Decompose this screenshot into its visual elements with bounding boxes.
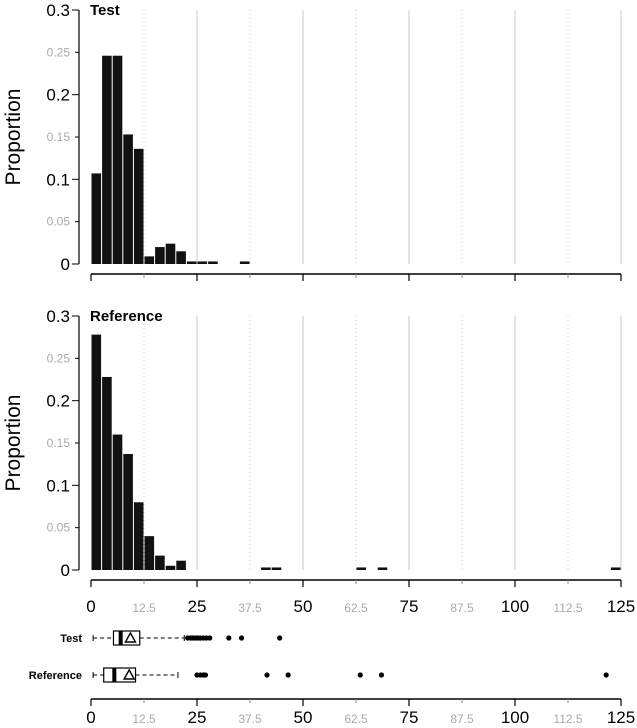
- boxplot-x-minor-tick-label: 12.5: [132, 712, 156, 726]
- reference-y-tick-label: 0.25: [47, 351, 71, 365]
- reference-x-minor-tick-label: 62.5: [344, 601, 368, 615]
- boxplot-x-tick-label: 100: [501, 708, 529, 727]
- histogram-bar: [377, 567, 388, 570]
- histogram-bar: [144, 256, 155, 264]
- histogram-bar: [123, 134, 133, 264]
- reference-x-minor-tick-label: 12.5: [132, 601, 156, 615]
- reference-x-tick-label: 50: [294, 597, 313, 616]
- test-panel-title: Test: [90, 2, 120, 19]
- outlier-point: [238, 635, 245, 641]
- boxplot-x-minor-tick-label: 62.5: [344, 712, 368, 726]
- histogram-bar: [155, 555, 165, 570]
- iqr-box: [112, 630, 141, 646]
- outlier-point: [264, 672, 270, 678]
- reference-y-tick-label: 0.3: [46, 307, 70, 326]
- histogram-bar: [144, 536, 155, 570]
- reference-y-tick-label: 0: [61, 561, 70, 580]
- histogram-bar: [176, 251, 186, 264]
- histogram-bar: [165, 243, 176, 264]
- mean-marker: [124, 631, 137, 643]
- histogram-bar: [91, 173, 102, 264]
- histogram-bar: [112, 55, 123, 264]
- histogram-bar: [186, 261, 197, 264]
- histogram-bar: [91, 334, 102, 570]
- test-histogram-panel: 0 0.05 0.1 0.15 0.2 0.25 0.3 Proportion Test: [2, 1, 622, 281]
- outlier-point: [226, 635, 232, 641]
- boxplot-x-tick-label: 50: [294, 708, 313, 727]
- histogram-bar: [112, 434, 123, 570]
- boxplot-panel: Test Reference 0 25 50 75 100 125 12.5 37.5 62.5 87…: [29, 630, 635, 727]
- outlier-point: [207, 635, 213, 641]
- reference-x-minor-tick-label: 87.5: [450, 601, 474, 615]
- histogram-bar: [356, 567, 367, 570]
- histogram-bar: [155, 247, 165, 264]
- boxplot-x-tick-label: 125: [607, 708, 635, 727]
- histogram-bar: [610, 567, 621, 570]
- reference-x-tick-label: 100: [501, 597, 529, 616]
- reference-histogram-panel: 0 0.05 0.1 0.15 0.2 0.25 0.3 Proportion Referenc…: [2, 307, 635, 616]
- boxplot-x-tick-label: 25: [188, 708, 207, 727]
- reference-panel-title: Reference: [90, 308, 163, 325]
- boxplot-x-tick-label: 0: [86, 708, 95, 727]
- test-y-tick-label: 0.1: [46, 170, 70, 189]
- test-y-tick-label: 0.3: [46, 1, 70, 20]
- test-y-tick-label: 0.15: [47, 130, 71, 144]
- reference-x-tick-label: 25: [188, 597, 207, 616]
- mean-marker: [122, 668, 136, 680]
- histogram-bar: [208, 261, 218, 264]
- histogram-bar: [197, 261, 208, 264]
- reference-x-tick-label: 125: [607, 597, 635, 616]
- test-y-tick-label: 0.05: [47, 215, 71, 229]
- histogram-bar: [271, 567, 282, 570]
- reference-y-tick-label: 0.2: [46, 392, 70, 411]
- boxplot-x-minor-tick-label: 37.5: [238, 712, 262, 726]
- reference-y-tick-label: 0.1: [46, 476, 70, 495]
- test-boxplot-label: Test: [60, 633, 82, 645]
- histogram-bar: [123, 454, 133, 570]
- median-line: [112, 668, 117, 682]
- boxplot-x-tick-label: 75: [400, 708, 419, 727]
- reference-x-tick-label: 75: [400, 597, 419, 616]
- reference-x-minor-tick-label: 37.5: [238, 601, 262, 615]
- histogram-bar: [261, 567, 271, 570]
- boxplot-x-minor-tick-label: 112.5: [553, 712, 582, 726]
- outlier-point: [603, 672, 609, 678]
- test-y-tick-label: 0.2: [46, 86, 70, 105]
- outlier-point: [202, 672, 209, 678]
- outlier-point: [357, 672, 363, 678]
- reference-y-tick-label: 0.15: [47, 436, 71, 450]
- histogram-bar: [176, 560, 186, 570]
- median-line: [118, 631, 123, 645]
- reference-x-tick-label: 0: [86, 597, 95, 616]
- histogram-bar: [239, 261, 250, 264]
- outlier-point: [277, 635, 283, 641]
- boxplot-x-minor-tick-label: 87.5: [450, 712, 474, 726]
- reference-y-tick-label: 0.05: [47, 521, 71, 535]
- histogram-bar: [102, 55, 112, 264]
- test-grid: [143, 10, 622, 264]
- histogram-bar: [133, 148, 144, 264]
- test-y-tick-label: 0: [61, 255, 70, 274]
- histogram-bar: [165, 565, 176, 570]
- outlier-point: [378, 672, 385, 678]
- reference-grid: [143, 316, 622, 570]
- reference-y-axis-label: Proportion: [2, 395, 25, 492]
- iqr-box: [103, 667, 137, 683]
- histogram-bar: [133, 502, 144, 570]
- reference-boxplot-label: Reference: [29, 670, 82, 682]
- test-y-axis-label: Proportion: [2, 89, 25, 186]
- histogram-bar: [102, 376, 112, 570]
- outlier-point: [285, 672, 291, 678]
- test-y-tick-label: 0.25: [47, 45, 71, 59]
- reference-x-minor-tick-label: 112.5: [553, 601, 582, 615]
